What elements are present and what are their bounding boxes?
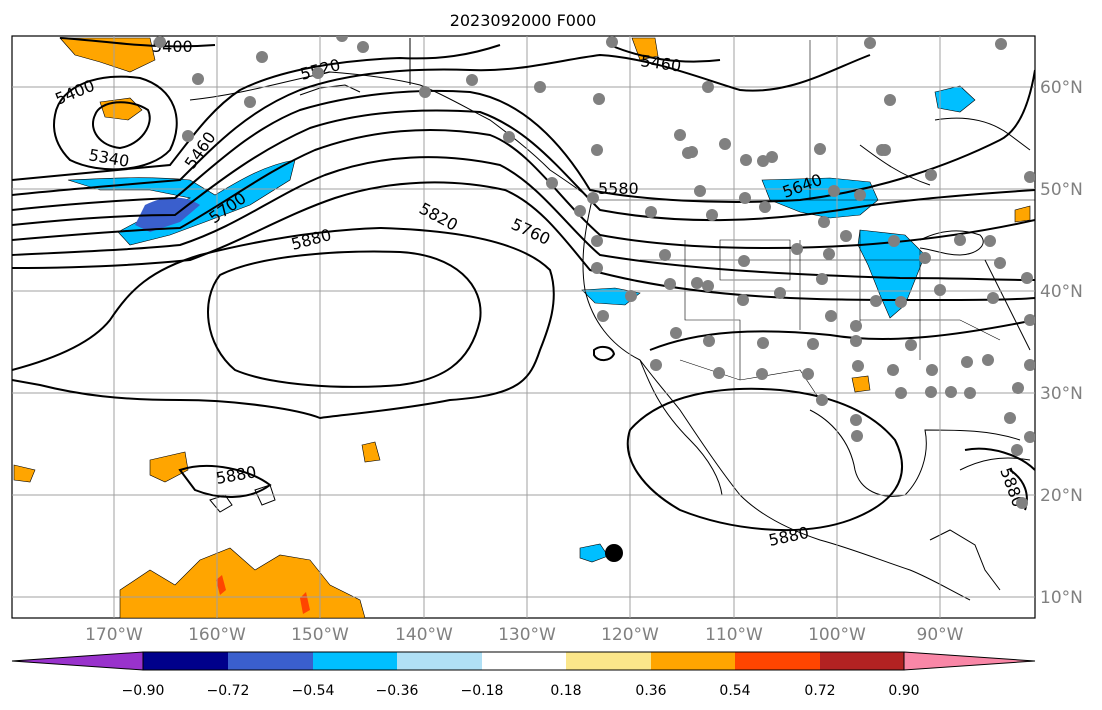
positive-field-aleutian xyxy=(59,37,156,73)
colorbar-segment xyxy=(482,652,566,670)
colorbar-tick-label: 0.54 xyxy=(719,683,750,699)
lat-label: 10°N xyxy=(1040,588,1083,608)
positive-field-westpac xyxy=(13,464,36,483)
lon-label: 140°W xyxy=(395,625,453,645)
lon-label: 150°W xyxy=(291,625,349,645)
colorbar-tick-label: 0.72 xyxy=(804,683,835,699)
colorbar-tick-label: −0.72 xyxy=(207,683,250,699)
contour-5400-west xyxy=(52,75,178,171)
contour-5700 xyxy=(12,129,1035,249)
lat-label: 30°N xyxy=(1040,384,1083,404)
colorbar-segment xyxy=(143,652,228,670)
lon-label: 130°W xyxy=(498,625,556,645)
lon-label: 160°W xyxy=(188,625,246,645)
colorbar-tick-label: −0.36 xyxy=(376,683,419,699)
contour-5460-gulf xyxy=(609,44,721,63)
contour-5640 xyxy=(12,109,1035,226)
negative-field-pacific-south xyxy=(579,543,609,563)
positive-field-atlantic xyxy=(1014,205,1031,223)
colorbar-max-extend xyxy=(903,651,1036,671)
colorbar-tick-label: 0.18 xyxy=(550,683,581,699)
lat-label: 50°N xyxy=(1040,180,1083,200)
negative-field-midwest xyxy=(857,229,926,319)
graticule xyxy=(12,36,1035,618)
contour-5520 xyxy=(12,53,871,196)
colorbar: −0.90 −0.72 −0.54 −0.36 −0.18 0.18 0.36 … xyxy=(11,651,1036,699)
contour-5880-subtropical-high xyxy=(207,250,482,388)
latitude-labels: 60°N 50°N 40°N 30°N 20°N 10°N xyxy=(1040,78,1083,608)
contour-5760 xyxy=(12,156,1035,281)
map-area: 5400 5400 5340 5460 5460 5520 5580 5640 … xyxy=(11,35,1036,619)
contour-label-5580: 5580 xyxy=(598,179,639,198)
positive-field-hawaii xyxy=(361,441,381,463)
contour-5820 xyxy=(12,181,1035,301)
contour-5880-mexico xyxy=(626,387,904,531)
contour-5880-north-mexico xyxy=(649,319,1035,351)
colorbar-tick-label: −0.18 xyxy=(461,683,504,699)
colorbar-segment xyxy=(397,652,482,670)
colorbar-tick-label: 0.36 xyxy=(635,683,666,699)
lon-label: 90°W xyxy=(917,625,964,645)
map-title: 2023092000 F000 xyxy=(450,11,597,30)
longitude-labels: 170°W 160°W 150°W 140°W 130°W 120°W 110°… xyxy=(85,625,964,645)
lat-label: 40°N xyxy=(1040,282,1083,302)
positive-field-red-spot xyxy=(216,575,226,595)
positive-field-subtropics-1 xyxy=(149,451,189,483)
colorbar-min-extend xyxy=(11,651,144,671)
contour-5880-caribbean xyxy=(964,447,1035,471)
storm-center-marker xyxy=(605,544,623,562)
lon-label: 100°W xyxy=(808,625,866,645)
colorbar-segment xyxy=(820,652,904,670)
contour-5880-islet xyxy=(593,345,616,362)
contour-5580 xyxy=(12,69,1035,211)
colorbar-segment xyxy=(566,652,651,670)
lon-label: 170°W xyxy=(85,625,143,645)
contour-5880-hawaii xyxy=(178,464,272,498)
lon-label: 120°W xyxy=(601,625,659,645)
lat-label: 20°N xyxy=(1040,486,1083,506)
contour-5880-main xyxy=(12,226,555,420)
lon-label: 110°W xyxy=(705,625,763,645)
station-markers xyxy=(154,36,1035,509)
contour-5400-north xyxy=(59,37,216,48)
colorbar-segment xyxy=(313,652,397,670)
lat-label: 60°N xyxy=(1040,78,1083,98)
colorbar-segment xyxy=(228,652,313,670)
colorbar-tick-label: −0.54 xyxy=(292,683,335,699)
colorbar-tick-label: 0.90 xyxy=(888,683,919,699)
contour-5460 xyxy=(12,44,501,181)
colorbar-tick-label: −0.90 xyxy=(122,683,165,699)
contour-5340 xyxy=(92,101,151,150)
positive-field-texas xyxy=(851,375,871,393)
colorbar-segment xyxy=(651,652,735,670)
colorbar-segment xyxy=(735,652,820,670)
height-contours xyxy=(12,37,1035,531)
